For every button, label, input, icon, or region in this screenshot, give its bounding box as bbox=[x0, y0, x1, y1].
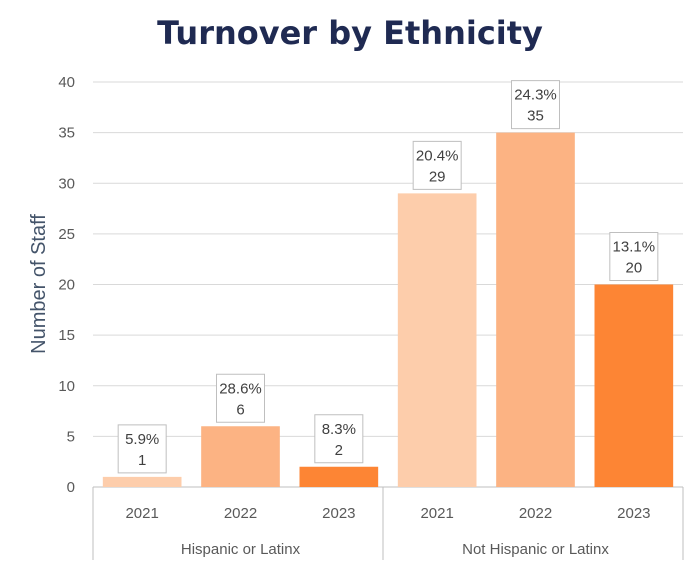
x-group-label: Not Hispanic or Latinx bbox=[462, 541, 609, 558]
data-label-box bbox=[609, 232, 659, 281]
data-label-value: 29 bbox=[429, 168, 446, 185]
x-tick-label: 2021 bbox=[420, 505, 453, 522]
y-tick-label: 40 bbox=[58, 74, 75, 91]
y-tick-label: 5 bbox=[67, 428, 75, 445]
bar bbox=[102, 476, 182, 487]
data-label-value: 35 bbox=[527, 108, 544, 125]
bar bbox=[397, 193, 477, 487]
data-label-percent: 20.4% bbox=[416, 147, 459, 164]
data-label-box bbox=[314, 414, 364, 464]
bar bbox=[201, 426, 280, 487]
y-tick-label: 30 bbox=[58, 175, 75, 192]
x-tick-label: 2023 bbox=[322, 505, 355, 522]
data-label-box bbox=[216, 373, 265, 423]
bar bbox=[299, 466, 379, 487]
data-label-box bbox=[117, 424, 167, 474]
data-label-value: 2 bbox=[335, 442, 343, 459]
x-tick-label: 2023 bbox=[617, 505, 650, 522]
data-label-percent: 13.1% bbox=[613, 239, 656, 256]
data-label-percent: 24.3% bbox=[514, 87, 557, 104]
x-tick-label: 2021 bbox=[125, 505, 158, 522]
data-label-percent: 8.3% bbox=[322, 421, 356, 438]
data-label-percent: 5.9% bbox=[125, 431, 159, 448]
y-axis-label: Number of Staff bbox=[28, 214, 50, 354]
data-label-value: 20 bbox=[625, 260, 642, 277]
y-tick-label: 0 bbox=[67, 479, 75, 496]
x-tick-label: 2022 bbox=[519, 505, 552, 522]
y-tick-label: 25 bbox=[58, 226, 75, 243]
bar bbox=[496, 132, 575, 487]
y-tick-label: 10 bbox=[58, 378, 75, 395]
y-tick-label: 20 bbox=[58, 277, 75, 294]
chart-title: Turnover by Ethnicity bbox=[157, 14, 543, 52]
x-tick-label: 2022 bbox=[224, 505, 257, 522]
y-tick-label: 15 bbox=[58, 327, 75, 344]
data-label-percent: 28.6% bbox=[219, 380, 262, 397]
y-tick-label: 35 bbox=[58, 125, 75, 142]
data-label-value: 1 bbox=[138, 452, 146, 469]
data-label-value: 6 bbox=[236, 401, 244, 418]
data-label-box bbox=[412, 140, 462, 190]
x-group-label: Hispanic or Latinx bbox=[181, 541, 301, 558]
bar bbox=[594, 284, 674, 487]
data-label-box bbox=[511, 80, 560, 130]
